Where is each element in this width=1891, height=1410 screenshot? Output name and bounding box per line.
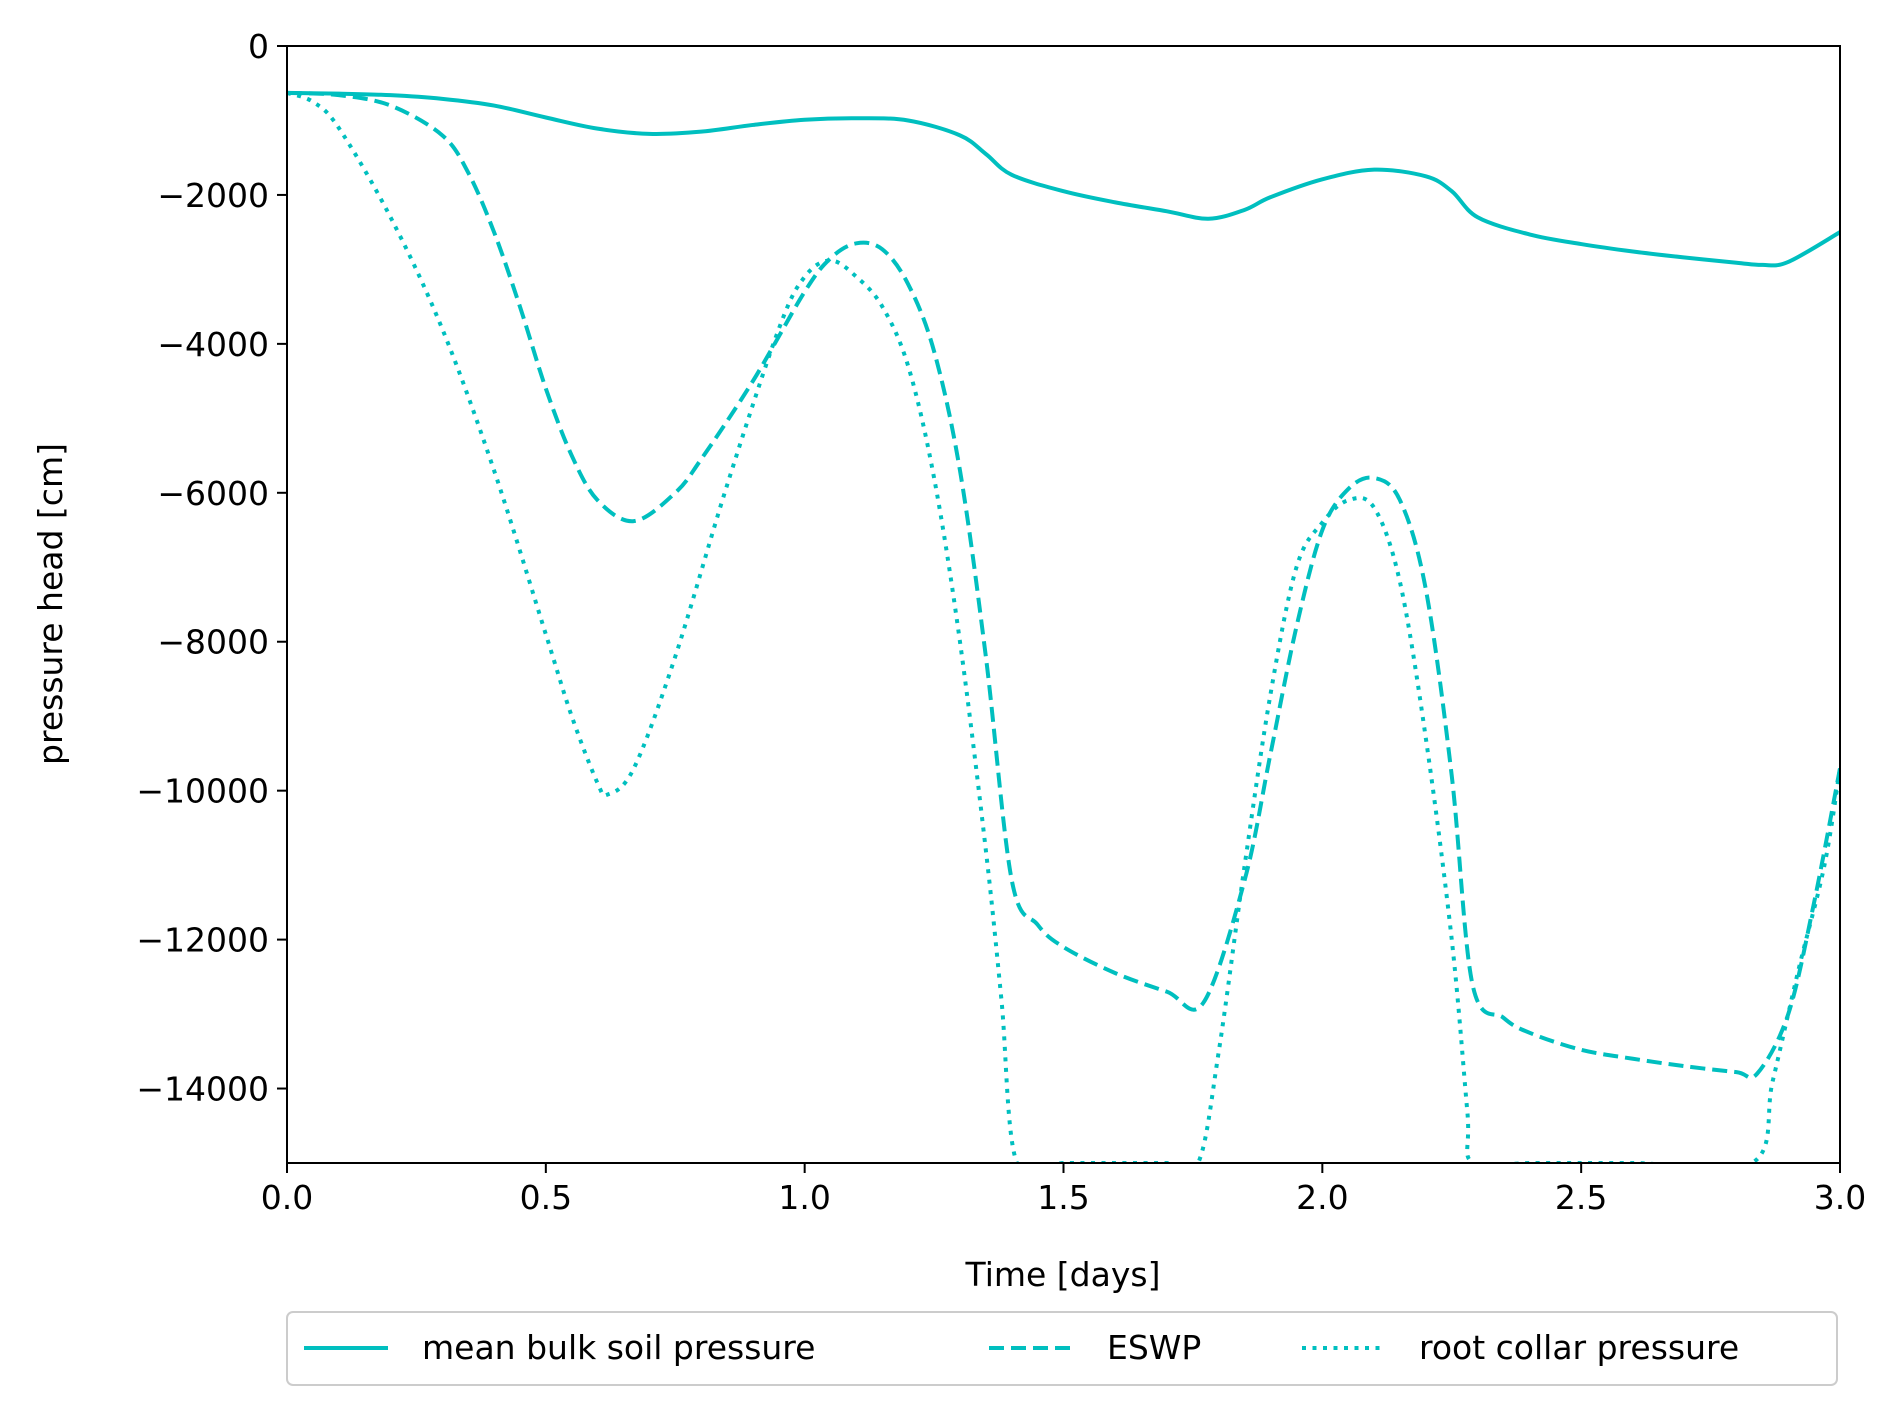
y-axis-ticks: 0 −2000 −4000 −6000 −8000 −10000 −12000 −14000 bbox=[136, 27, 287, 1109]
legend-label-eswp: ESWP bbox=[1107, 1328, 1201, 1367]
x-tick-label: 0.5 bbox=[520, 1178, 572, 1217]
y-tick-label: −12000 bbox=[136, 921, 269, 960]
plot-frame bbox=[286, 45, 1841, 1164]
y-tick-label: −4000 bbox=[157, 325, 269, 364]
x-axis-label: Time [days] bbox=[965, 1255, 1161, 1294]
series-line-root-collar-pressure bbox=[287, 90, 1840, 1163]
y-axis-label: pressure head [cm] bbox=[31, 443, 70, 765]
series-line-eswp bbox=[287, 90, 1840, 1080]
x-tick-label: 1.5 bbox=[1037, 1178, 1089, 1217]
y-tick-label: −10000 bbox=[136, 772, 269, 811]
plot-area bbox=[286, 45, 1841, 1164]
series-layer bbox=[287, 90, 1840, 1163]
x-tick-label: 3.0 bbox=[1814, 1178, 1866, 1217]
series-line-mean-bulk-soil-pressure bbox=[287, 90, 1840, 268]
legend-label-root-collar-pressure: root collar pressure bbox=[1419, 1328, 1739, 1367]
y-tick-label: 0 bbox=[248, 27, 269, 66]
x-axis-ticks: 0.0 0.5 1.0 1.5 2.0 2.5 3.0 bbox=[261, 1163, 1866, 1217]
y-tick-label: −8000 bbox=[157, 623, 269, 662]
x-tick-label: 0.0 bbox=[261, 1178, 313, 1217]
y-tick-label: −2000 bbox=[157, 176, 269, 215]
y-tick-label: −6000 bbox=[157, 474, 269, 513]
legend-label-mean-bulk-soil-pressure: mean bulk soil pressure bbox=[422, 1328, 815, 1367]
x-tick-label: 1.0 bbox=[778, 1178, 830, 1217]
legend: mean bulk soil pressure ESWP root collar… bbox=[286, 1311, 1838, 1386]
x-tick-label: 2.0 bbox=[1296, 1178, 1348, 1217]
y-tick-label: −14000 bbox=[136, 1070, 269, 1109]
x-tick-label: 2.5 bbox=[1555, 1178, 1607, 1217]
